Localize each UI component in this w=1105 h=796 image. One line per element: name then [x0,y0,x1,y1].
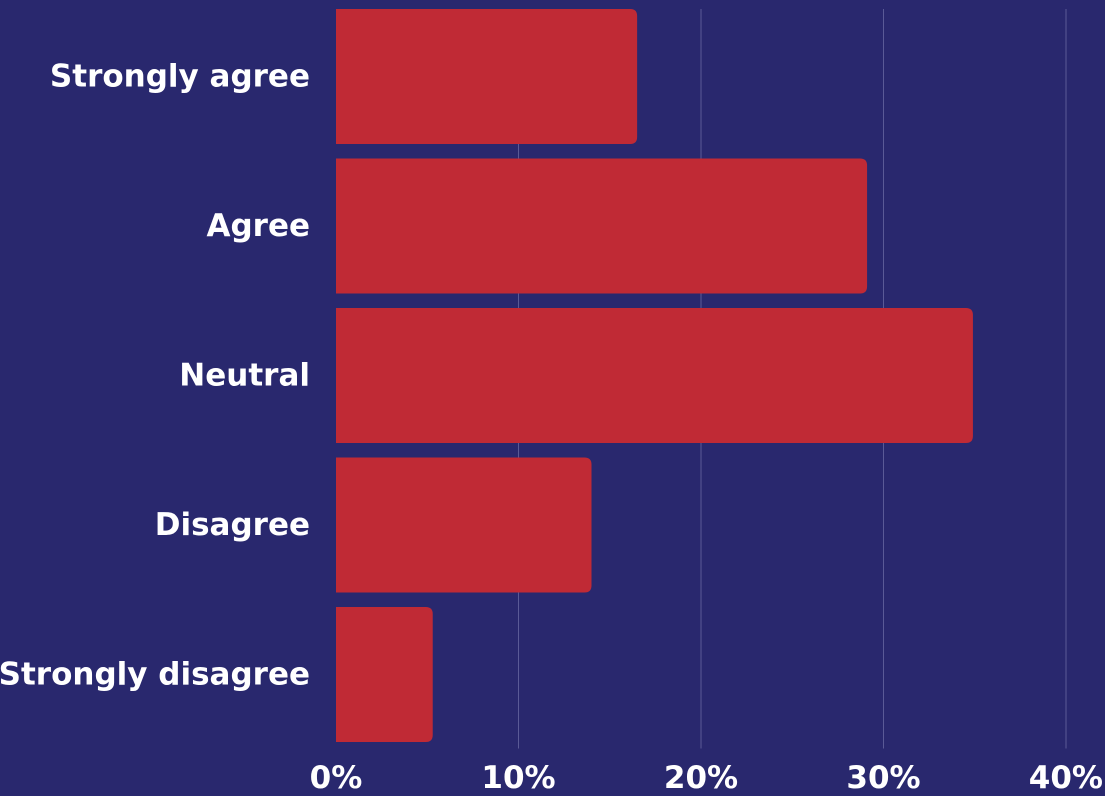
x-tick-label: 30% [846,760,920,796]
category-label: Disagree [155,507,310,543]
x-tick-label: 10% [481,760,555,796]
category-label: Strongly disagree [0,657,310,693]
bar-agree [336,158,868,294]
category-labels: Strongly agree Agree Neutral Disagree Strong… [0,59,310,693]
bar-disagree [336,457,592,593]
x-axis-tick-labels: 0% 10% 20% 30% 40% [310,760,1103,796]
bar-strongly-agree [336,9,638,144]
x-tick-label: 40% [1029,760,1103,796]
category-label: Agree [206,208,310,244]
category-label: Strongly agree [50,59,310,95]
bars [336,9,973,742]
category-label: Neutral [179,358,310,394]
bar-strongly-disagree [336,607,433,742]
bar-neutral [336,308,973,443]
x-tick-label: 20% [664,760,738,796]
x-tick-label: 0% [310,760,363,796]
